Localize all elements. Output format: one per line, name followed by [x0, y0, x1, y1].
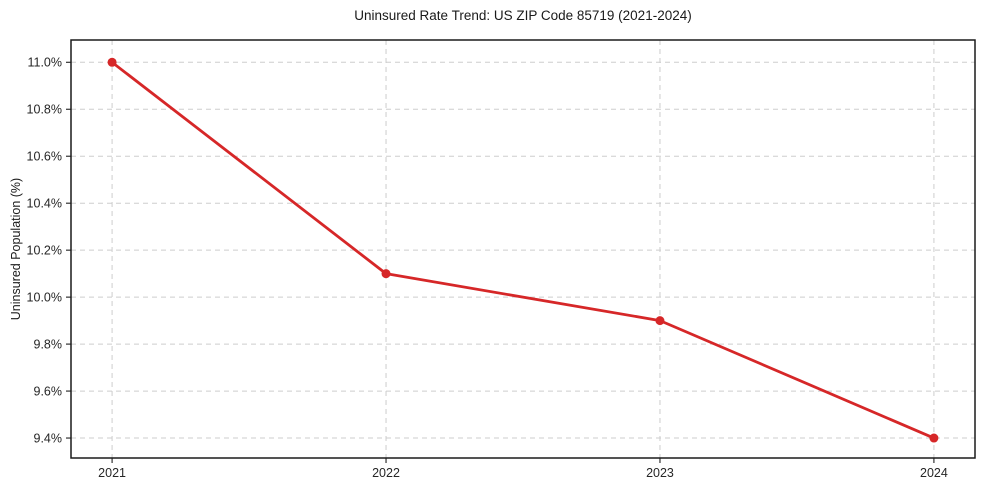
data-point-marker — [381, 269, 391, 279]
plot-border — [70, 39, 976, 459]
y-tick-label: 10.8% — [27, 103, 62, 117]
data-point-marker — [107, 57, 117, 67]
x-tick-label: 2024 — [920, 466, 948, 480]
y-tick-label: 10.0% — [27, 290, 62, 304]
y-tick-label: 10.2% — [27, 243, 62, 257]
data-point-marker — [929, 433, 939, 443]
y-tick-label: 10.4% — [27, 197, 62, 211]
y-tick-label: 9.8% — [34, 337, 63, 351]
data-line — [110, 60, 936, 440]
y-tick-label: 9.6% — [34, 384, 63, 398]
y-tick-label: 10.6% — [27, 150, 62, 164]
y-tick-label: 9.4% — [34, 431, 63, 445]
x-tick-label: 2023 — [646, 466, 674, 480]
chart-title: Uninsured Rate Trend: US ZIP Code 85719 … — [354, 8, 692, 23]
x-tick-label: 2022 — [372, 466, 400, 480]
y-tick-label: 11.0% — [27, 56, 62, 70]
data-point-marker — [655, 316, 665, 326]
x-tick-label: 2021 — [98, 466, 126, 480]
